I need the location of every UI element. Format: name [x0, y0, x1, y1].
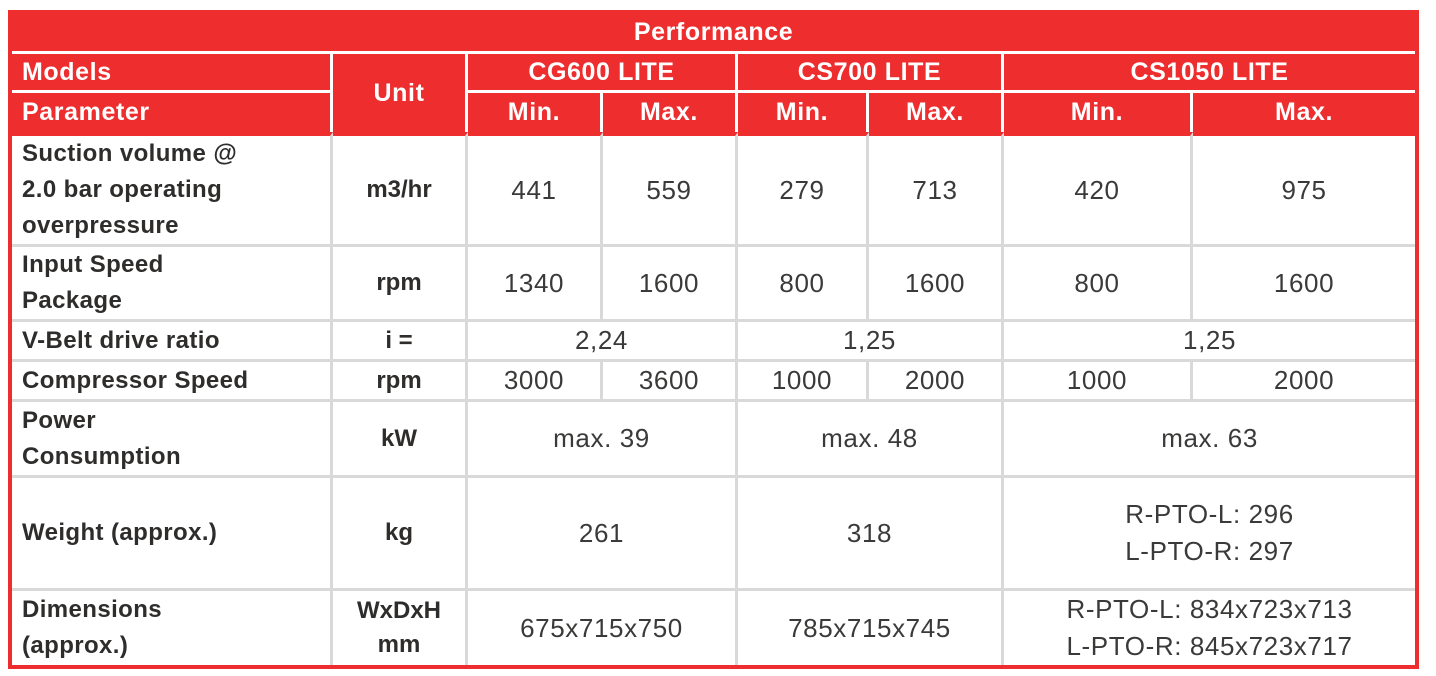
param-dimensions: Dimensions (approx.)	[12, 591, 333, 665]
model-header-cg600-lite: CG600 LITE	[468, 54, 738, 93]
cs700-min-header: Min.	[738, 93, 869, 132]
value-compressor-cs1050-min: 1000	[1004, 362, 1193, 402]
param-compressor-speed: Compressor Speed	[12, 362, 333, 402]
model-header-cs700-lite: CS700 LITE	[738, 54, 1004, 93]
value-suction-cs700-max: 713	[869, 132, 1004, 247]
unit-power-consumption: kW	[333, 402, 468, 478]
value-weight-cg600: 261	[468, 478, 738, 591]
unit-dimensions: WxDxH mm	[333, 591, 468, 665]
value-input-speed-cg600-min: 1340	[468, 247, 603, 322]
unit-input-speed: rpm	[333, 247, 468, 322]
param-power-consumption: Power Consumption	[12, 402, 333, 478]
value-input-speed-cs700-min: 800	[738, 247, 869, 322]
param-input-speed: Input Speed Package	[12, 247, 333, 322]
table-title-row: Performance	[12, 14, 1416, 54]
value-power-cs1050: max. 63	[1004, 402, 1416, 478]
value-weight-cs1050: R-PTO-L: 296 L-PTO-R: 297	[1004, 478, 1416, 591]
table-title: Performance	[12, 14, 1416, 54]
param-weight: Weight (approx.)	[12, 478, 333, 591]
value-suction-cg600-max: 559	[603, 132, 738, 247]
unit-header-label: Unit	[333, 54, 468, 132]
param-vbelt-ratio: V-Belt drive ratio	[12, 322, 333, 362]
value-input-speed-cs700-max: 1600	[869, 247, 1004, 322]
minmax-header-row: Parameter Min. Max. Min. Max. Min. Max.	[12, 93, 1416, 132]
row-vbelt-ratio: V-Belt drive ratio i = 2,24 1,25 1,25	[12, 322, 1416, 362]
value-compressor-cs1050-max: 2000	[1193, 362, 1416, 402]
value-vbelt-cs700: 1,25	[738, 322, 1004, 362]
cg600-max-header: Max.	[603, 93, 738, 132]
row-suction-volume: Suction volume @ 2.0 bar operating overp…	[12, 132, 1416, 247]
value-weight-cs700: 318	[738, 478, 1004, 591]
value-power-cg600: max. 39	[468, 402, 738, 478]
unit-compressor-speed: rpm	[333, 362, 468, 402]
cs1050-max-header: Max.	[1193, 93, 1416, 132]
value-suction-cs700-min: 279	[738, 132, 869, 247]
value-suction-cs1050-max: 975	[1193, 132, 1416, 247]
value-suction-cs1050-min: 420	[1004, 132, 1193, 247]
param-suction-volume: Suction volume @ 2.0 bar operating overp…	[12, 132, 333, 247]
row-compressor-speed: Compressor Speed rpm 3000 3600 1000 2000…	[12, 362, 1416, 402]
unit-vbelt-ratio: i =	[333, 322, 468, 362]
performance-table: Performance Models Unit CG600 LITE CS700…	[8, 10, 1420, 669]
models-header-label: Models	[12, 54, 333, 93]
row-dimensions: Dimensions (approx.) WxDxH mm 675x715x75…	[12, 591, 1416, 665]
value-suction-cg600-min: 441	[468, 132, 603, 247]
value-vbelt-cs1050: 1,25	[1004, 322, 1416, 362]
cs700-max-header: Max.	[869, 93, 1004, 132]
row-power-consumption: Power Consumption kW max. 39 max. 48 max…	[12, 402, 1416, 478]
cs1050-min-header: Min.	[1004, 93, 1193, 132]
row-input-speed: Input Speed Package rpm 1340 1600 800 16…	[12, 247, 1416, 322]
value-compressor-cg600-min: 3000	[468, 362, 603, 402]
value-vbelt-cg600: 2,24	[468, 322, 738, 362]
unit-suction-volume: m3/hr	[333, 132, 468, 247]
parameter-header-label: Parameter	[12, 93, 333, 132]
row-weight: Weight (approx.) kg 261 318 R-PTO-L: 296…	[12, 478, 1416, 591]
unit-weight: kg	[333, 478, 468, 591]
value-power-cs700: max. 48	[738, 402, 1004, 478]
cg600-min-header: Min.	[468, 93, 603, 132]
value-input-speed-cs1050-min: 800	[1004, 247, 1193, 322]
model-header-cs1050-lite: CS1050 LITE	[1004, 54, 1416, 93]
value-dimensions-cg600: 675x715x750	[468, 591, 738, 665]
value-dimensions-cs1050: R-PTO-L: 834x723x713 L-PTO-R: 845x723x71…	[1004, 591, 1416, 665]
models-header-row: Models Unit CG600 LITE CS700 LITE CS1050…	[12, 54, 1416, 132]
value-compressor-cg600-max: 3600	[603, 362, 738, 402]
value-input-speed-cg600-max: 1600	[603, 247, 738, 322]
value-compressor-cs700-max: 2000	[869, 362, 1004, 402]
value-compressor-cs700-min: 1000	[738, 362, 869, 402]
value-input-speed-cs1050-max: 1600	[1193, 247, 1416, 322]
value-dimensions-cs700: 785x715x745	[738, 591, 1004, 665]
